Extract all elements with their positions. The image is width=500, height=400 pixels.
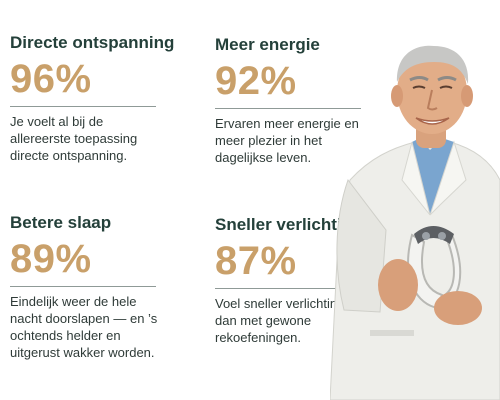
left-hand <box>378 259 418 311</box>
stat-title: Meer energie <box>215 35 320 54</box>
stat-block-energy: Meer energie 92% Ervaren meer energie en… <box>215 35 365 166</box>
doctor-with-neck-massager-image <box>330 45 500 400</box>
stat-block-sleep: Betere slaap 89% Eindelijk weer de hele … <box>10 213 160 361</box>
right-hand <box>434 291 482 325</box>
stat-divider <box>10 106 156 107</box>
stat-divider <box>10 286 156 287</box>
stat-percentage: 89% <box>10 237 92 281</box>
stat-title: Betere slaap <box>10 213 112 232</box>
stat-percentage: 92% <box>215 59 297 103</box>
stat-block-relief: Sneller verlichting 87% Voel sneller ver… <box>215 215 365 346</box>
stat-description: Eindelijk weer de hele nacht doorslapen … <box>10 294 158 360</box>
stat-percentage: 87% <box>215 239 297 283</box>
blue-shirt <box>412 138 454 215</box>
stat-title: Directe ontspanning <box>10 33 175 52</box>
left-sleeve <box>336 178 387 313</box>
stat-description: Ervaren meer energie en meer plezier in … <box>215 116 359 165</box>
stat-description: Voel sneller verlichting dan met gewone … <box>215 296 345 345</box>
stat-title: Sneller verlichting <box>215 215 363 234</box>
grey-hair <box>396 45 469 84</box>
stat-block-relaxation: Directe ontspanning 96% Je voelt al bij … <box>10 33 175 164</box>
stat-description: Je voelt al bij de allereerste toepassin… <box>10 114 138 163</box>
stat-divider <box>215 108 361 109</box>
stat-divider <box>215 288 361 289</box>
stat-percentage: 96% <box>10 57 92 101</box>
